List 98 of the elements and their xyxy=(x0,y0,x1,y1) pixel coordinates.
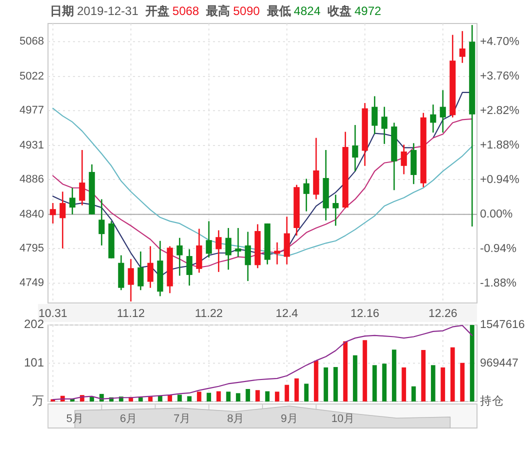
x-tick-label: 5月 xyxy=(66,413,84,425)
y-tick-label: 万 xyxy=(32,394,44,408)
candlestick xyxy=(79,149,86,206)
candlestick xyxy=(381,106,388,145)
candlestick xyxy=(400,144,407,175)
bar xyxy=(255,390,260,402)
y2-tick-label: +3.76% xyxy=(480,70,520,83)
bar xyxy=(392,350,396,402)
y-tick-label: 4931 xyxy=(20,139,44,152)
candlestick xyxy=(352,124,358,172)
x-tick-label: 11.22 xyxy=(194,308,223,320)
bar xyxy=(362,340,368,402)
x-tick-label: 12.4 xyxy=(276,308,299,320)
bar xyxy=(470,325,474,402)
bar xyxy=(352,355,358,402)
bar xyxy=(450,347,455,402)
bar xyxy=(177,394,182,402)
bar xyxy=(246,389,250,402)
candlestick xyxy=(332,194,339,226)
bar xyxy=(314,360,318,402)
candlestick xyxy=(235,227,242,258)
y2-tick-label: -1.88% xyxy=(480,277,516,290)
x-tick-label: 7月 xyxy=(174,413,191,425)
candlestick xyxy=(440,90,446,134)
bar xyxy=(187,396,192,402)
bar xyxy=(226,392,231,402)
candlestick xyxy=(206,220,212,258)
y2-tick-label: 0.00% xyxy=(480,208,513,220)
x-tick-label: 11.12 xyxy=(116,308,145,320)
x-tick-label: 12.26 xyxy=(428,308,458,320)
bar xyxy=(265,391,270,402)
x-tick-label: 10月 xyxy=(331,413,355,425)
candlestick xyxy=(196,228,202,274)
y2-tick-label: 969447 xyxy=(480,357,518,370)
candlestick xyxy=(138,250,144,291)
y-tick-label: 4795 xyxy=(20,242,44,254)
bar xyxy=(372,365,377,402)
y2-tick-label: +0.94% xyxy=(480,174,520,186)
y2-tick-label: 持仓 xyxy=(480,394,504,408)
y2-tick-label: +1.88% xyxy=(480,140,520,152)
line-series xyxy=(52,324,473,400)
bar xyxy=(324,367,328,402)
x-tick-label: 6月 xyxy=(120,413,137,425)
bar xyxy=(333,367,338,402)
bar xyxy=(460,362,465,402)
y-tick-label: 4886 xyxy=(20,173,44,186)
bar xyxy=(236,393,240,402)
candlestick xyxy=(372,96,378,135)
candlestick xyxy=(69,187,76,216)
bar xyxy=(304,384,309,402)
candlestick xyxy=(303,178,310,212)
y-tick-label: 4749 xyxy=(20,277,44,290)
candlestick xyxy=(60,191,66,250)
candlestick xyxy=(98,198,105,246)
bar xyxy=(206,392,212,402)
y2-tick-label: -0.94% xyxy=(480,242,516,255)
x-tick-label: 12.16 xyxy=(350,308,380,320)
candlestick xyxy=(50,202,56,224)
chart-title: 日期 2019-12-31 开盘 5068 最高 5090 最低 4824 收盘 4972 xyxy=(50,4,382,18)
candlestick xyxy=(128,258,134,302)
y2-tick-label: +2.82% xyxy=(480,105,520,118)
bar xyxy=(158,395,162,402)
candlestick xyxy=(430,104,436,134)
x-tick-label: 9月 xyxy=(280,413,298,425)
y2-tick-label: 1547616 xyxy=(480,319,525,332)
bar xyxy=(168,395,172,402)
bar xyxy=(421,350,426,402)
bar xyxy=(284,384,290,402)
candlestick xyxy=(274,242,280,266)
bar xyxy=(411,386,416,402)
bar xyxy=(216,391,221,402)
candlestick xyxy=(176,237,183,276)
bar xyxy=(138,397,143,402)
y-tick-label: 5022 xyxy=(20,70,44,82)
candlestick xyxy=(216,230,222,273)
candlestick xyxy=(186,248,192,286)
y-tick-label: 4977 xyxy=(20,104,44,117)
candlestick xyxy=(225,227,232,270)
y-tick-label: 4840 xyxy=(20,208,44,220)
y-tick-label: 202 xyxy=(24,317,44,332)
bar xyxy=(402,367,406,402)
bar xyxy=(294,378,299,402)
candlestick xyxy=(147,246,154,288)
bar xyxy=(382,364,387,402)
bar xyxy=(343,341,348,402)
y-tick-label: 101 xyxy=(24,355,44,370)
y-tick-label: 5068 xyxy=(20,36,44,48)
candlestick xyxy=(284,216,290,266)
x-tick-label: 10.31 xyxy=(38,308,68,320)
bar xyxy=(196,392,202,402)
bar xyxy=(148,396,153,402)
bar xyxy=(430,365,436,402)
candlestick xyxy=(459,30,466,64)
x-tick-label: 8月 xyxy=(227,413,244,425)
bar xyxy=(274,392,280,402)
candlestick xyxy=(244,231,251,282)
bar xyxy=(440,367,446,402)
y2-tick-label: +4.70% xyxy=(480,36,520,48)
